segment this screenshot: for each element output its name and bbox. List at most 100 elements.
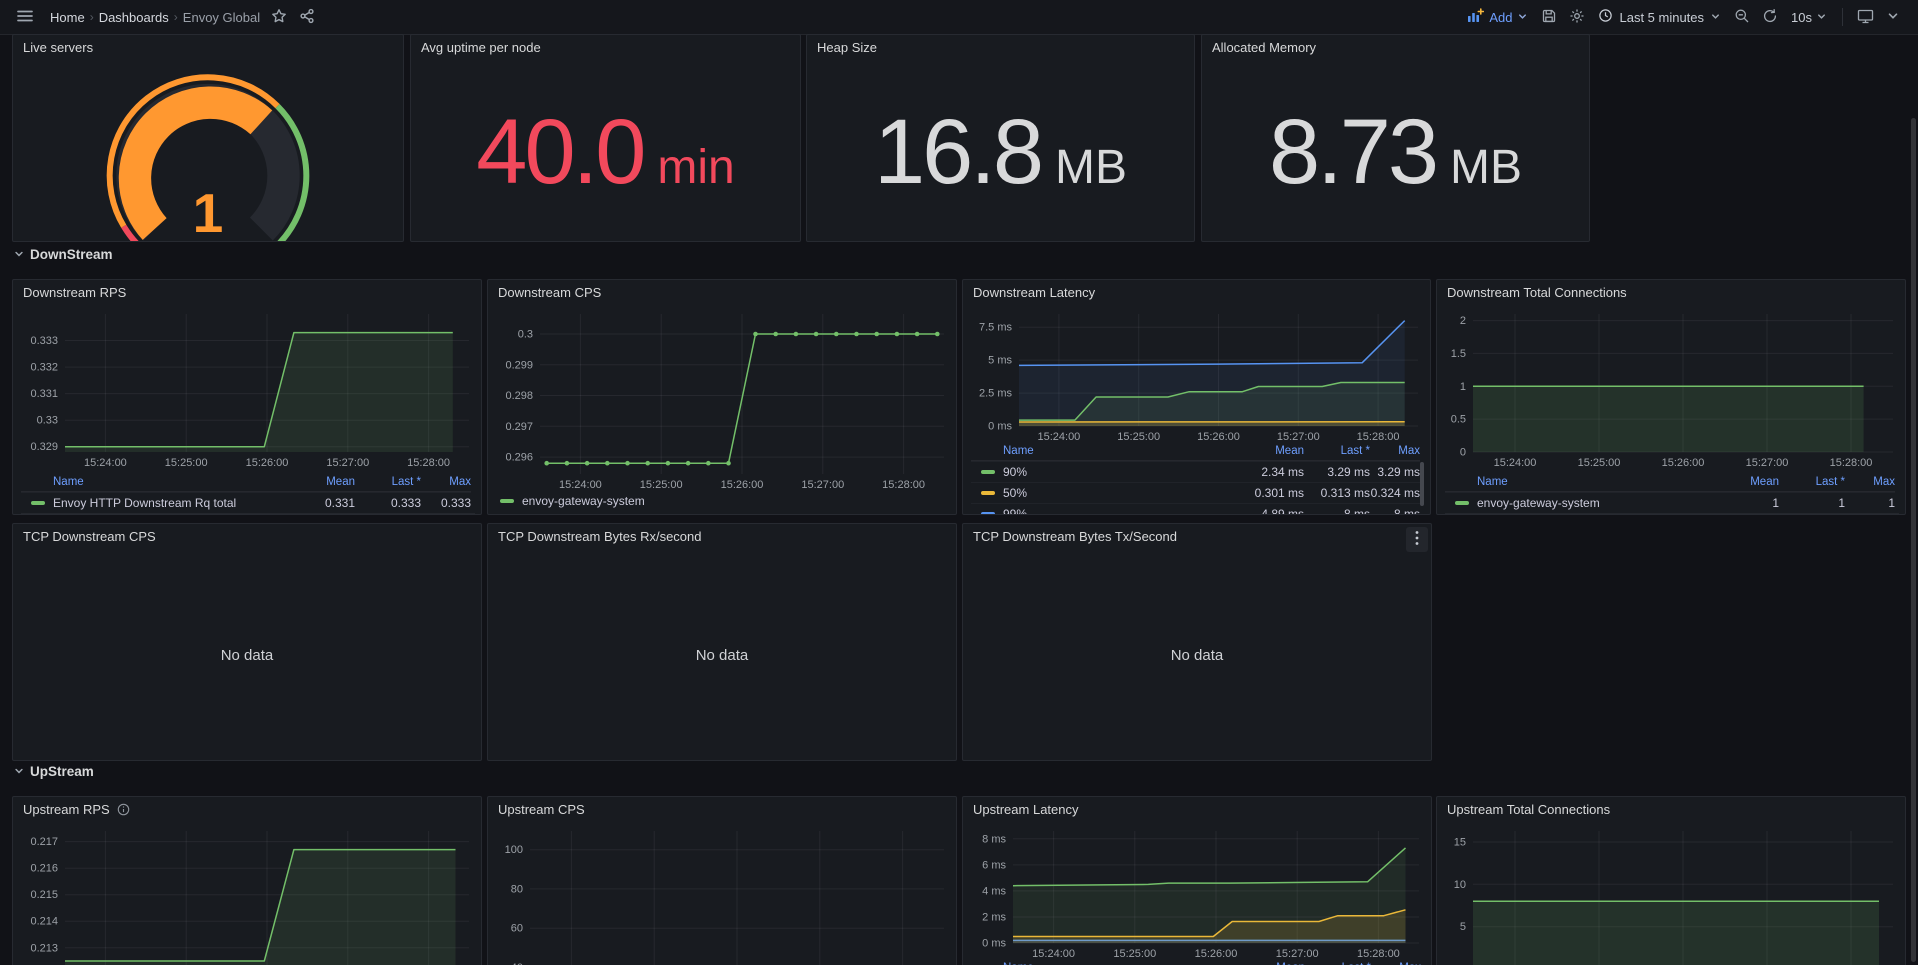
no-data-message: No data (488, 550, 956, 760)
stat-unit: MB (1055, 140, 1127, 195)
panel-title[interactable]: Upstream Total Connections (1447, 802, 1610, 817)
downstream-rps-chart[interactable]: 15:24:0015:25:0015:26:0015:27:0015:28:00… (19, 306, 475, 470)
no-data-message: No data (963, 550, 1431, 760)
legend-header-mean[interactable]: Mean (1695, 476, 1779, 488)
kiosk-mode-button[interactable] (1852, 4, 1878, 30)
downstream-total-connections-chart[interactable]: 15:24:0015:25:0015:26:0015:27:0015:28:00… (1443, 306, 1899, 470)
panel-title[interactable]: Downstream CPS (498, 285, 601, 300)
panel-title[interactable]: Downstream Latency (973, 285, 1095, 300)
downstream-cps-chart[interactable]: 15:24:0015:25:0015:26:0015:27:0015:28:00… (494, 306, 950, 492)
panel-title[interactable]: Downstream Total Connections (1447, 285, 1627, 300)
downstream-latency-chart[interactable]: 15:24:0015:25:0015:26:0015:27:0015:28:00… (969, 306, 1424, 444)
dashboard-settings-button[interactable] (1564, 4, 1590, 30)
legend-header-name[interactable]: Name (21, 476, 271, 488)
panel-title[interactable]: Upstream CPS (498, 802, 585, 817)
add-button[interactable]: Add (1461, 8, 1534, 26)
svg-text:0.3: 0.3 (518, 329, 533, 341)
series-swatch (500, 499, 514, 503)
section-upstream[interactable]: UpStream (14, 764, 94, 779)
series-name[interactable]: envoy-gateway-system (522, 494, 645, 508)
menu-button[interactable] (12, 4, 38, 30)
svg-text:15:26:00: 15:26:00 (721, 479, 764, 491)
panel-title[interactable]: TCP Downstream Bytes Rx/second (498, 529, 702, 544)
svg-text:0 ms: 0 ms (988, 421, 1012, 433)
add-panel-icon (1467, 8, 1484, 26)
legend-header-last[interactable]: Last * (355, 476, 421, 488)
series-swatch (981, 512, 995, 514)
upstream-latency-chart[interactable]: 15:24:0015:25:0015:26:0015:27:0015:28:00… (969, 823, 1425, 961)
panel-tcp-downstream-cps: TCP Downstream CPS No data (12, 523, 482, 761)
save-dashboard-button[interactable] (1536, 4, 1562, 30)
svg-text:0.217: 0.217 (30, 836, 58, 848)
navbar-collapse-button[interactable] (1880, 4, 1906, 30)
legend-header-mean[interactable]: Mean (1220, 445, 1304, 457)
series-name[interactable]: 90% (1003, 465, 1027, 479)
upstream-rps-chart[interactable]: 15:24:0015:25:0015:26:0015:27:0015:28:00… (19, 823, 475, 965)
section-downstream[interactable]: DownStream (14, 247, 113, 262)
panel-heap-size: Heap Size 16.8 MB (806, 34, 1195, 242)
zoom-out-button[interactable] (1729, 4, 1755, 30)
upstream-cps-chart[interactable]: 15:24:0015:25:0015:26:0015:27:0015:28:00… (494, 823, 950, 965)
breadcrumb-dashboards[interactable]: Dashboards (95, 10, 173, 25)
legend-header-max[interactable]: Max (1845, 476, 1895, 488)
legend-header-mean[interactable]: Mean (271, 476, 355, 488)
svg-text:0.331: 0.331 (30, 388, 58, 400)
legend-header-max[interactable]: Max (421, 476, 471, 488)
timeseries-svg: 15:24:0015:25:0015:26:0015:27:0015:28:00… (1443, 823, 1899, 965)
panel-menu-button[interactable] (1406, 527, 1428, 552)
svg-text:0 ms: 0 ms (982, 938, 1006, 950)
panel-title[interactable]: Live servers (23, 40, 93, 55)
svg-text:15:24:00: 15:24:00 (84, 457, 127, 469)
panel-allocated-memory: Allocated Memory 8.73 MB (1201, 34, 1590, 242)
svg-text:80: 80 (511, 883, 523, 895)
share-button[interactable] (294, 4, 320, 30)
legend-max: 0.333 (421, 496, 471, 510)
panel-title[interactable]: Allocated Memory (1212, 40, 1316, 55)
svg-text:15: 15 (1454, 837, 1466, 849)
legend-row: 90% 2.34 ms 3.29 ms 3.29 ms (971, 461, 1420, 482)
panel-title[interactable]: Avg uptime per node (421, 40, 541, 55)
zoom-out-icon (1734, 8, 1750, 27)
panel-title[interactable]: Downstream RPS (23, 285, 126, 300)
legend-mean: 0.331 (271, 496, 355, 510)
navbar-right: Add Last 5 minutes 10s (1461, 4, 1906, 30)
info-icon[interactable] (117, 803, 130, 816)
stat-value: 16.8 MB (807, 61, 1194, 241)
stat-number: 8.73 (1269, 61, 1436, 242)
favorite-button[interactable] (266, 4, 292, 30)
svg-text:4 ms: 4 ms (982, 885, 1006, 897)
legend-header-max[interactable]: Max (1370, 445, 1420, 457)
section-label: DownStream (30, 247, 113, 262)
panel-title[interactable]: TCP Downstream CPS (23, 529, 156, 544)
panel-title[interactable]: Heap Size (817, 40, 877, 55)
panel-title[interactable]: Upstream RPS (23, 802, 130, 817)
series-name[interactable]: Envoy HTTP Downstream Rq total (53, 496, 236, 510)
legend-header-name[interactable]: Name (1445, 476, 1695, 488)
panel-title[interactable]: Upstream Latency (973, 802, 1079, 817)
panel-title[interactable]: TCP Downstream Bytes Tx/Second (973, 529, 1177, 544)
legend-row: 99% 4.89 ms 8 ms 8 ms (971, 503, 1420, 514)
breadcrumb-home[interactable]: Home (46, 10, 89, 25)
chevron-down-icon (14, 247, 24, 262)
refresh-interval-label: 10s (1791, 10, 1812, 25)
panel-downstream-cps: Downstream CPS 15:24:0015:25:0015:26:001… (487, 279, 957, 515)
legend-scrollbar[interactable] (1420, 462, 1424, 506)
legend-header-name[interactable]: Name (971, 445, 1220, 457)
series-name[interactable]: envoy-gateway-system (1477, 496, 1600, 510)
time-range-picker[interactable]: Last 5 minutes (1592, 8, 1727, 26)
legend-header-last[interactable]: Last * (1779, 476, 1845, 488)
legend-header-last[interactable]: Last * (1304, 445, 1370, 457)
legend-max: 8 ms (1370, 507, 1420, 514)
legend-max: 3.29 ms (1370, 465, 1420, 479)
page-scrollbar[interactable] (1911, 118, 1916, 962)
refresh-interval-picker[interactable]: 10s (1785, 10, 1833, 25)
timeseries-svg: 15:24:0015:25:0015:26:0015:27:0015:28:00… (494, 823, 950, 965)
series-name[interactable]: 50% (1003, 486, 1027, 500)
upstream-total-connections-chart[interactable]: 15:24:0015:25:0015:26:0015:27:0015:28:00… (1443, 823, 1899, 965)
panel-upstream-rps: Upstream RPS 15:24:0015:25:0015:26:0015:… (12, 796, 482, 965)
legend-row: envoy-gateway-system 1 1 1 (1445, 492, 1895, 513)
svg-text:0.213: 0.213 (30, 942, 58, 954)
svg-text:0.297: 0.297 (505, 421, 533, 433)
series-name[interactable]: 99% (1003, 507, 1027, 514)
refresh-button[interactable] (1757, 4, 1783, 30)
